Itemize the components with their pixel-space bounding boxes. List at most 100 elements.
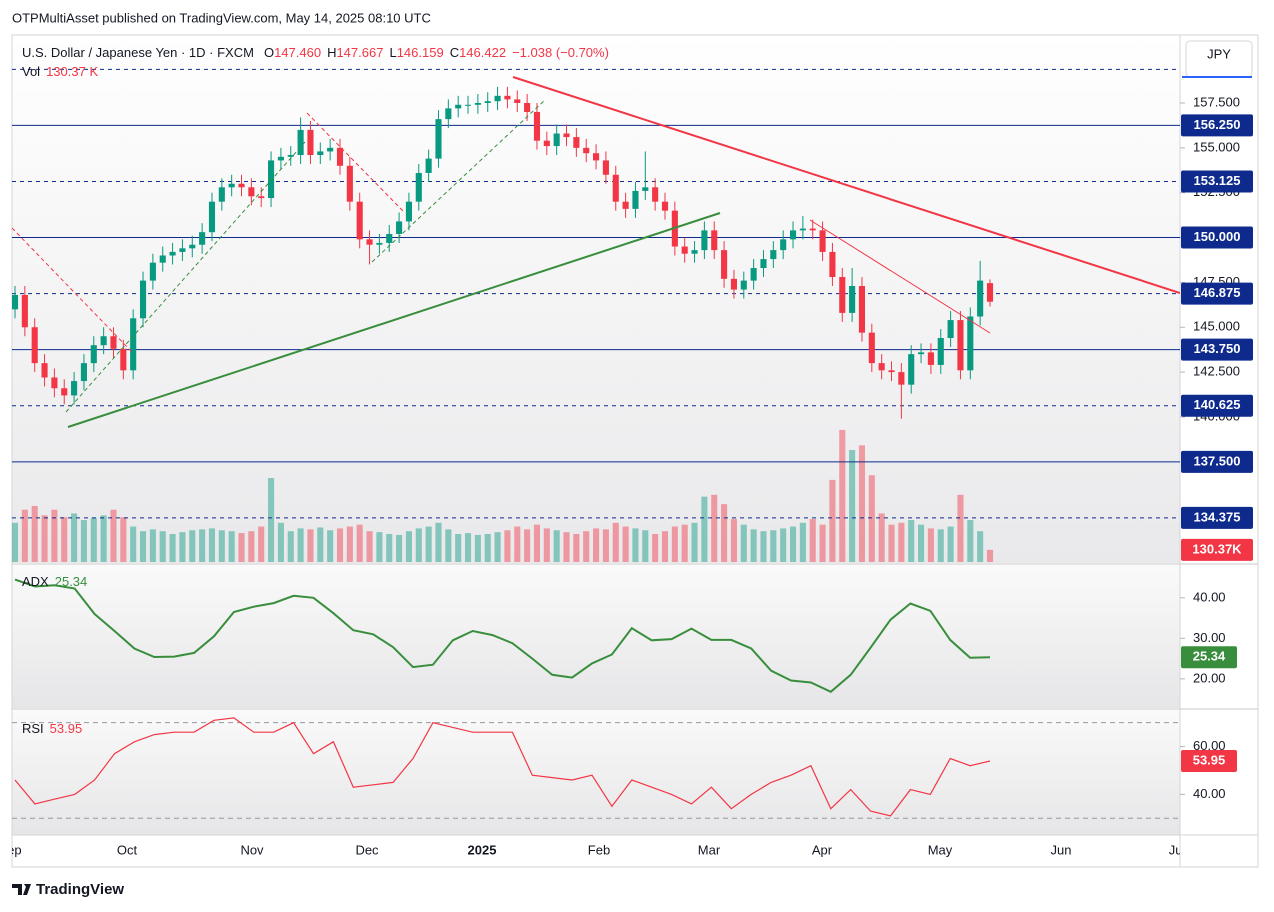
candle-body (563, 133, 570, 138)
candle-body (120, 348, 127, 371)
symbol-legend: U.S. Dollar / Japanese Yen · 1D · FXCM O1… (22, 45, 609, 60)
candle-body (809, 228, 816, 231)
candle-body (139, 280, 147, 319)
volume-tag (1181, 538, 1253, 561)
volume-bar (868, 475, 875, 562)
level-tag-label: 140.625 (1194, 397, 1241, 412)
level-tag (1181, 282, 1253, 305)
trend-line (512, 76, 1180, 294)
candle-body (819, 230, 826, 252)
candle-body (957, 320, 964, 371)
ohlc-key: O (264, 45, 274, 60)
candle-body (937, 338, 944, 365)
rsi-pane (12, 710, 1180, 835)
candle-body (780, 239, 787, 251)
candle-body (376, 242, 383, 245)
candle-body (789, 230, 797, 240)
candle-body (100, 336, 107, 346)
volume-bar (159, 531, 166, 562)
volume-bar (336, 528, 344, 562)
candle-body (524, 102, 531, 112)
volume-bar (31, 506, 38, 562)
candle-body (770, 250, 777, 260)
rsi-plot (12, 717, 1180, 819)
volume-bar (642, 530, 649, 562)
adx-value: 25.34 (55, 574, 88, 589)
x-tick-label: Sep (0, 842, 22, 857)
level-tag-label: 143.750 (1194, 341, 1241, 356)
candle-body (396, 221, 403, 234)
volume-bar (701, 496, 708, 562)
volume-bar (888, 524, 895, 562)
change: −1.038 (−0.70%) (512, 45, 609, 60)
currency-label[interactable]: JPY (1207, 46, 1231, 61)
candle-body (169, 251, 176, 256)
y-tick-label: 60.00 (1193, 738, 1226, 753)
volume-bar (356, 524, 363, 562)
volume-bar (474, 534, 481, 562)
brand-logo (12, 884, 31, 895)
volume-bar (858, 445, 866, 562)
level-tag-label: 153.125 (1194, 173, 1241, 188)
volume-bar (849, 450, 856, 562)
drawings (12, 76, 1180, 428)
indicator-tag (1181, 750, 1237, 773)
candle-body (317, 151, 324, 156)
candle-body (878, 363, 885, 371)
volume-bar (622, 526, 629, 562)
y-tick-label: 20.00 (1193, 670, 1226, 685)
volume-bar (612, 522, 619, 562)
candle-body (642, 187, 649, 191)
volume-bar (12, 522, 19, 562)
volume-bar (524, 529, 531, 562)
volume-bar (71, 513, 78, 562)
level-tag-label: 146.875 (1194, 285, 1241, 300)
candle-body (80, 363, 87, 382)
candle-body (760, 259, 767, 269)
candle-body (130, 318, 137, 371)
candle-body (327, 147, 334, 152)
rsi-line (14, 717, 991, 817)
x-tick-label: May (928, 842, 953, 857)
candle-body (632, 190, 639, 209)
candle-body (307, 129, 314, 156)
volume-tag-label: 130.37K (1192, 541, 1242, 556)
volume-bar (770, 530, 777, 562)
candle-body (691, 250, 698, 254)
level-tag (1181, 114, 1253, 137)
volume-bar (504, 530, 511, 562)
volume-bar (80, 520, 87, 562)
volume-bar (583, 531, 590, 562)
price-pane (12, 35, 1180, 563)
candle-body (888, 370, 895, 373)
rsi-legend: RSI 53.95 (22, 721, 82, 736)
volume-bar (248, 531, 255, 562)
x-tick-label: Jul (1169, 842, 1186, 857)
volume-bar (986, 549, 994, 562)
candle-body (415, 172, 422, 202)
volume-bar (819, 524, 826, 562)
trend-line (306, 112, 406, 214)
candle-body (248, 187, 255, 197)
candle-body (730, 278, 737, 290)
volume-bar (908, 520, 915, 562)
candle-body (258, 196, 265, 199)
adx-name: ADX (22, 574, 49, 589)
candle-body (553, 133, 560, 147)
volume-bar (721, 504, 728, 562)
adx-line (14, 578, 991, 693)
volume-bar (730, 519, 737, 562)
candle-body (977, 280, 984, 317)
volume-bar (602, 529, 609, 562)
level-tag (1181, 170, 1253, 193)
level-tag (1181, 394, 1253, 417)
volume-bar (238, 533, 245, 562)
candle-body (21, 294, 28, 328)
volume-bar (918, 524, 925, 562)
volume-bar (839, 429, 846, 562)
candle-body (238, 183, 245, 188)
trend-line (371, 99, 546, 263)
volume-bar (445, 529, 452, 562)
volume-bar (593, 528, 600, 562)
candle-body (268, 160, 275, 199)
